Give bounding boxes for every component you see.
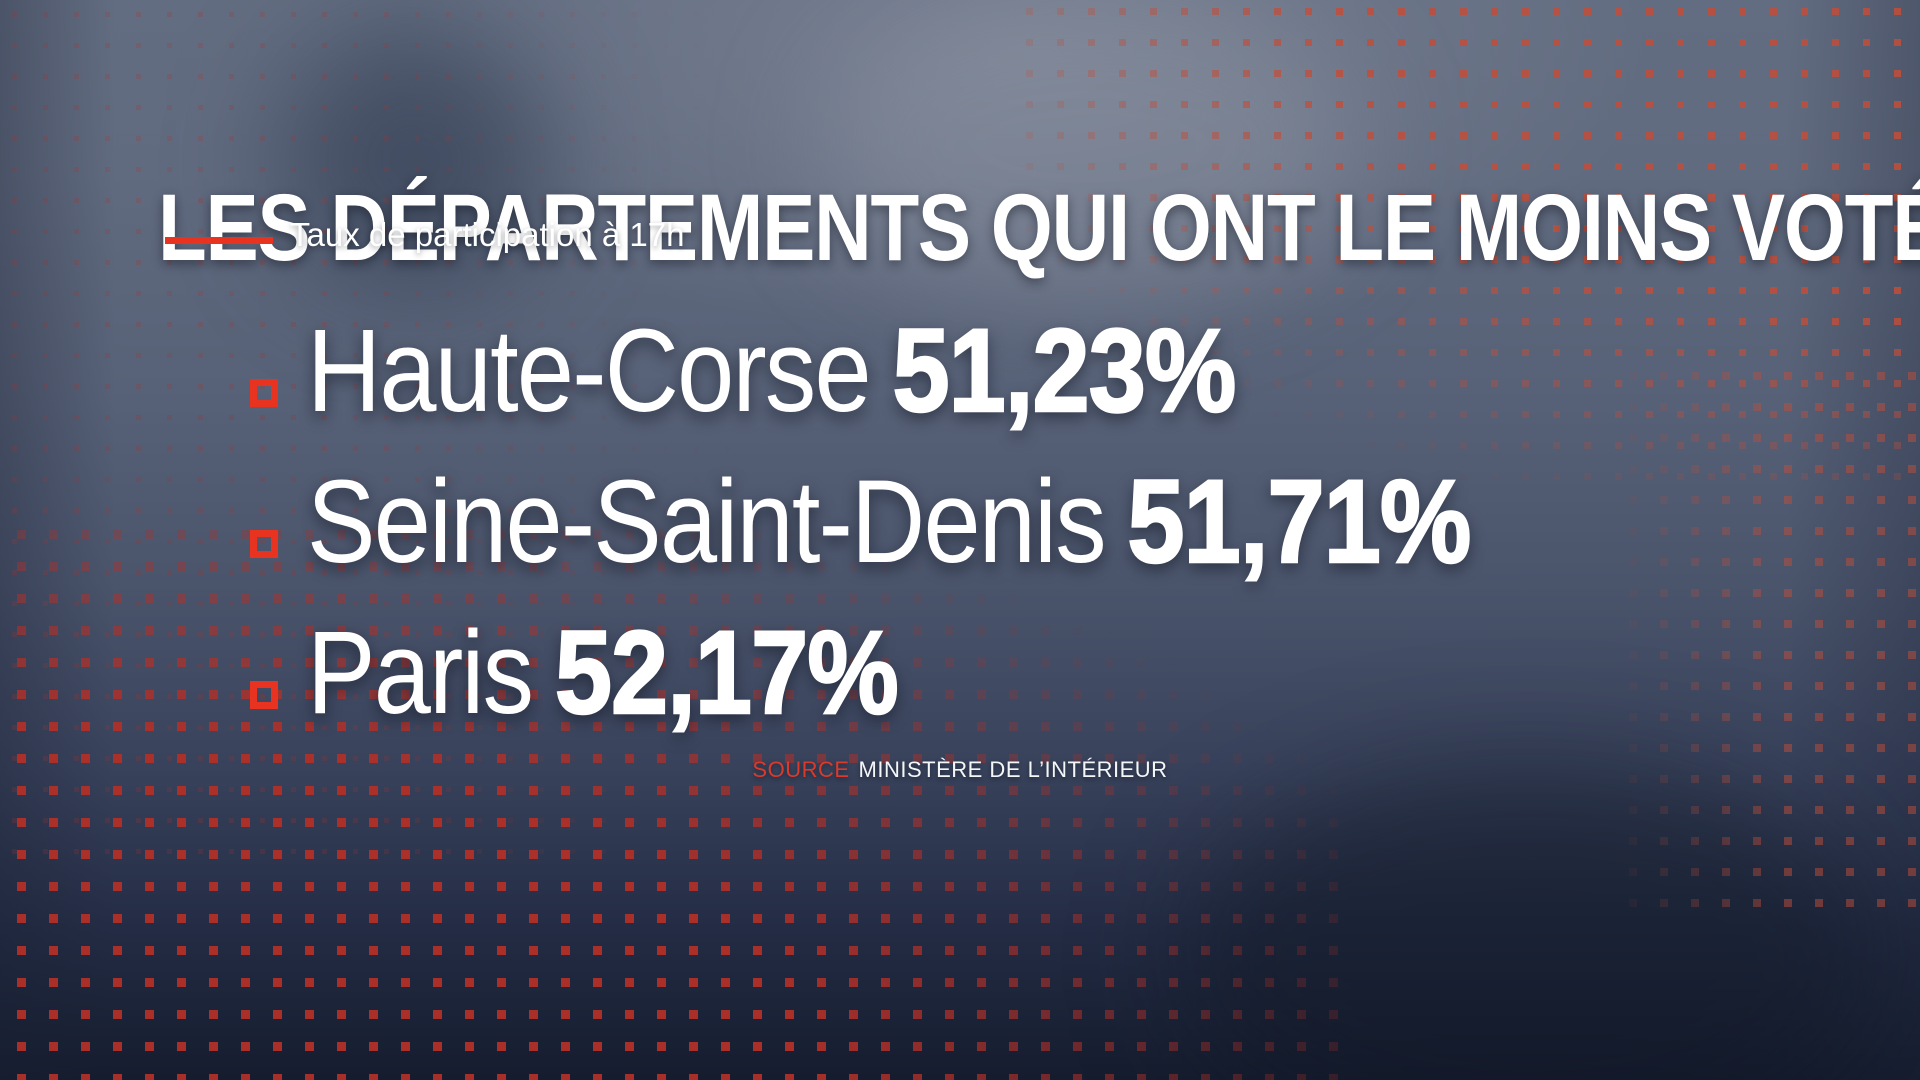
participation-value: 51,23% xyxy=(891,304,1237,437)
square-bullet-icon xyxy=(250,529,278,558)
list-item: Paris 52,17% xyxy=(250,597,1644,748)
participation-value: 52,17% xyxy=(554,606,900,739)
subtitle-row: Taux de participation à 17h xyxy=(165,216,684,254)
source-label: SOURCE xyxy=(752,757,850,782)
square-bullet-icon xyxy=(250,680,278,709)
department-name: Paris xyxy=(307,606,534,739)
square-bullet-icon xyxy=(250,378,278,407)
participation-value: 51,71% xyxy=(1126,455,1472,588)
red-underline-bar xyxy=(165,236,273,244)
department-list: Haute-Corse 51,23% Seine-Saint-Denis 51,71… xyxy=(250,295,1644,748)
department-name: Seine-Saint-Denis xyxy=(307,455,1107,588)
list-item-text: Paris 52,17% xyxy=(307,612,900,733)
department-name: Haute-Corse xyxy=(307,304,872,437)
list-item: Haute-Corse 51,23% xyxy=(250,295,1644,446)
source-line: SOURCE MINISTÈRE DE L’INTÉRIEUR xyxy=(0,757,1920,783)
list-item: Seine-Saint-Denis 51,71% xyxy=(250,446,1644,597)
list-item-text: Haute-Corse 51,23% xyxy=(307,310,1237,431)
subtitle: Taux de participation à 17h xyxy=(290,216,685,253)
list-item-text: Seine-Saint-Denis 51,71% xyxy=(307,461,1472,582)
source-text: MINISTÈRE DE L’INTÉRIEUR xyxy=(858,757,1168,782)
